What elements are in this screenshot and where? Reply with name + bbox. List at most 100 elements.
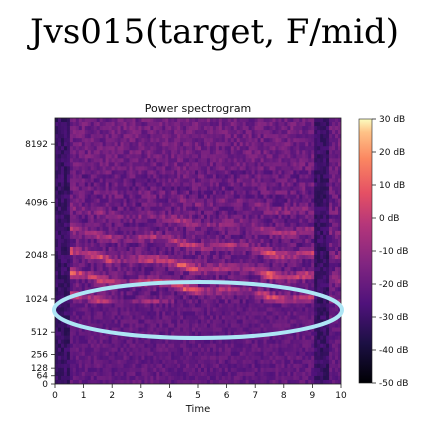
heatmap-cell <box>60 251 65 256</box>
heatmap-cell <box>138 154 142 159</box>
heatmap-cell <box>230 226 235 232</box>
heatmap-cell <box>254 271 258 276</box>
heatmap-cell <box>93 170 98 175</box>
heatmap-cell <box>138 311 142 316</box>
heatmap-cell <box>105 210 110 216</box>
heatmap-cell <box>192 359 196 365</box>
heatmap-cell <box>60 234 65 240</box>
heatmap-cell <box>156 319 160 324</box>
heatmap-cell <box>84 259 89 264</box>
heatmap-cell <box>90 351 95 357</box>
heatmap-cell <box>99 166 104 171</box>
heatmap-cell <box>224 263 229 268</box>
heatmap-cell <box>269 218 273 224</box>
heatmap-cell <box>195 323 199 328</box>
heatmap-cell <box>227 226 232 232</box>
heatmap-cell <box>87 279 92 284</box>
heatmap-cell <box>123 238 127 244</box>
heatmap-cell <box>156 126 160 131</box>
heatmap-cell <box>257 134 261 139</box>
heatmap-cell <box>108 283 113 288</box>
heatmap-cell <box>278 194 282 200</box>
heatmap-cell <box>147 275 151 280</box>
heatmap-cell <box>126 206 130 212</box>
heatmap-cell <box>57 162 62 167</box>
heatmap-cell <box>248 186 253 191</box>
heatmap-cell <box>263 226 267 232</box>
heatmap-cell <box>81 275 86 280</box>
heatmap-cell <box>126 234 130 240</box>
heatmap-cell <box>111 319 115 324</box>
heatmap-cell <box>224 267 229 272</box>
heatmap-cell <box>177 295 181 300</box>
heatmap-cell <box>102 198 107 204</box>
heatmap-cell <box>75 287 80 292</box>
heatmap-cell <box>63 351 68 357</box>
heatmap-cell <box>87 271 92 276</box>
heatmap-cell <box>269 347 273 353</box>
heatmap-cell <box>57 271 62 276</box>
heatmap-cell <box>72 371 77 377</box>
heatmap-cell <box>141 371 145 377</box>
heatmap-cell <box>57 359 62 365</box>
heatmap-cell <box>87 319 92 324</box>
heatmap-cell <box>245 162 250 167</box>
heatmap-cell <box>254 210 258 216</box>
heatmap-cell <box>230 375 235 381</box>
heatmap-cell <box>254 126 258 131</box>
heatmap-cell <box>180 178 184 183</box>
heatmap-cell <box>90 251 95 256</box>
heatmap-cell <box>135 327 139 333</box>
heatmap-cell <box>242 202 247 208</box>
heatmap-cell <box>215 283 220 288</box>
heatmap-cell <box>278 255 282 260</box>
heatmap-cell <box>93 238 98 244</box>
heatmap-cell <box>251 343 256 349</box>
heatmap-cell <box>144 295 148 300</box>
heatmap-cell <box>200 251 205 256</box>
heatmap-cell <box>177 142 181 147</box>
heatmap-cell <box>200 379 205 384</box>
heatmap-cell <box>153 150 157 155</box>
heatmap-cell <box>257 154 261 159</box>
heatmap-cell <box>177 206 181 212</box>
heatmap-cell <box>156 230 160 236</box>
heatmap-cell <box>81 234 86 240</box>
heatmap-cell <box>81 263 86 268</box>
heatmap-cell <box>162 263 166 268</box>
heatmap-cell <box>150 295 154 300</box>
heatmap-cell <box>198 202 202 208</box>
heatmap-cell <box>72 287 77 292</box>
heatmap-cell <box>132 202 136 208</box>
heatmap-cell <box>87 214 92 220</box>
heatmap-cell <box>111 375 115 381</box>
heatmap-cell <box>165 283 169 288</box>
heatmap-cell <box>233 307 238 312</box>
heatmap-cell <box>233 162 238 167</box>
heatmap-cell <box>72 142 77 147</box>
heatmap-cell <box>69 166 74 171</box>
heatmap-cell <box>123 146 127 151</box>
heatmap-cell <box>254 218 258 224</box>
heatmap-cell <box>75 347 80 353</box>
heatmap-cell <box>221 287 226 292</box>
heatmap-cell <box>206 311 211 316</box>
heatmap-cell <box>159 158 163 163</box>
heatmap-cell <box>200 347 205 353</box>
heatmap-cell <box>114 379 118 384</box>
heatmap-cell <box>275 351 279 357</box>
heatmap-cell <box>126 363 130 369</box>
heatmap-cell <box>132 263 136 268</box>
heatmap-cell <box>153 355 157 361</box>
heatmap-cell <box>269 166 273 171</box>
heatmap-cell <box>209 210 214 216</box>
heatmap-cell <box>78 359 83 365</box>
heatmap-cell <box>123 339 127 345</box>
heatmap-cell <box>150 363 154 369</box>
heatmap-cell <box>251 347 256 353</box>
heatmap-cell <box>215 194 220 200</box>
heatmap-cell <box>206 142 211 147</box>
heatmap-cell <box>245 343 250 349</box>
heatmap-cell <box>198 178 202 183</box>
heatmap-cell <box>233 206 238 212</box>
